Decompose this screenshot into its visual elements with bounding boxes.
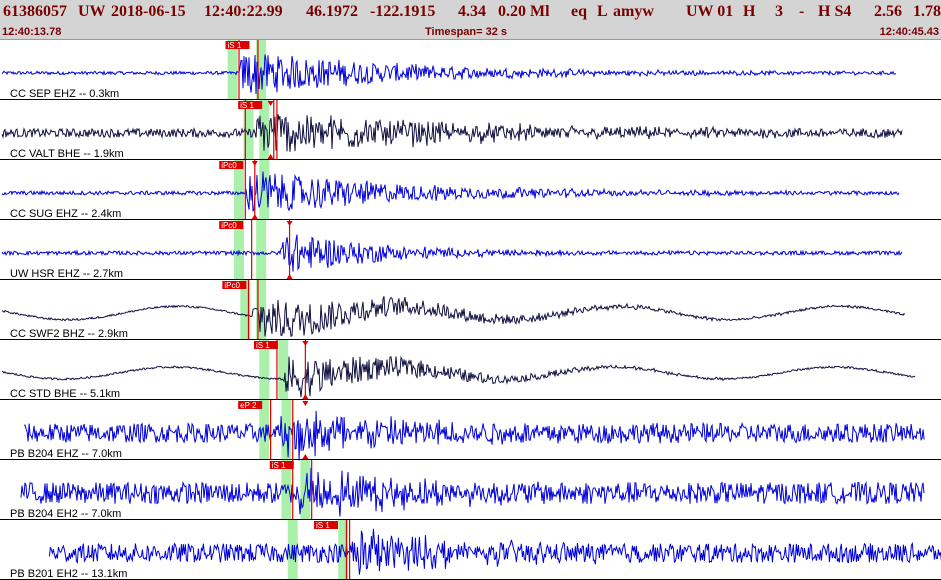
station-label: PB B204 EH2 -- 7.0km [10, 508, 121, 520]
trace-panel[interactable]: iPc0 CC SUG EHZ -- 2.4km [0, 160, 941, 220]
station-label: CC STD BHE -- 5.1km [10, 388, 120, 400]
station-label: CC VALT BHE -- 1.9km [10, 148, 124, 160]
pick-window-band [234, 160, 244, 220]
pick-marker-icon[interactable] [302, 341, 309, 346]
trace-panel[interactable]: iS 1 CC SEP EHZ -- 0.3km [0, 40, 941, 100]
pick-tag[interactable] [238, 401, 263, 409]
station-label: CC SUG EHZ -- 2.4km [10, 208, 121, 220]
pick-window-band [259, 400, 270, 460]
station-label: PB B204 EHZ -- 7.0km [10, 448, 122, 460]
pick-phase-label: iS 1 [228, 41, 242, 50]
end-time: 12:40:45.43 [879, 26, 939, 38]
pick-phase-label: iS 1 [272, 461, 286, 470]
pick-phase-label: iPc0 [221, 161, 237, 170]
pick-window-band [256, 220, 267, 280]
event-depth: 4.34 [458, 3, 486, 20]
event-latitude: 46.1972 [306, 3, 358, 20]
pick-phase-label: iPc0 [221, 221, 237, 230]
pick-marker-icon[interactable] [251, 161, 258, 166]
station-label: CC SEP EHZ -- 0.3km [10, 88, 119, 100]
pick-phase-label: eP 2 [240, 401, 257, 410]
event-summary-line: 61386057 UW 2018-06-15 12:40:22.99 46.19… [3, 3, 941, 25]
origin-time: 12:40:22.99 [204, 3, 283, 20]
timespan-label: Timespan= 32 s [425, 26, 508, 38]
pick-marker-icon[interactable] [251, 214, 258, 219]
pick-tag[interactable] [225, 41, 250, 49]
event-header: 61386057 UW 2018-06-15 12:40:22.99 46.19… [0, 0, 941, 40]
pick-window-band [259, 340, 270, 400]
trace-panel[interactable]: iPc0 CC SWF2 BHZ -- 2.9km [0, 280, 941, 340]
pick-marker-icon[interactable] [302, 394, 309, 399]
pick-window-band [227, 40, 238, 100]
waveform-trace [24, 410, 925, 461]
waveform-trace [48, 528, 941, 575]
pick-tag[interactable] [253, 341, 278, 349]
pick-tag[interactable] [222, 281, 247, 289]
event-author: amyw [613, 3, 654, 20]
value-b: 1.78 [913, 3, 941, 20]
pick-tag[interactable] [269, 461, 294, 469]
pick-window-band [259, 100, 270, 160]
trace-panel[interactable]: iS 1 CC VALT BHE -- 1.9km [0, 100, 941, 160]
event-longitude: -122.1915 [370, 3, 436, 20]
waveform-trace [1, 234, 903, 272]
trace-panel[interactable]: iPc0 UW HSR EHZ -- 2.7km [0, 220, 941, 280]
location-flag: L [597, 3, 608, 20]
waveform-trace [1, 296, 906, 337]
field-3: 3 [775, 3, 783, 20]
trace-panel[interactable]: iS 1 CC STD BHE -- 5.1km [0, 340, 941, 400]
waveform-trace [1, 114, 903, 152]
pick-marker-icon[interactable] [267, 154, 274, 159]
station-label: UW HSR EHZ -- 2.7km [10, 268, 123, 280]
pick-marker-icon[interactable] [302, 401, 309, 406]
event-id: 61386057 [3, 3, 67, 20]
waveform-trace [1, 171, 900, 212]
waveform-trace [1, 355, 916, 398]
pick-marker-icon[interactable] [286, 221, 293, 226]
waveform-trace [20, 467, 925, 517]
event-network: UW [78, 3, 106, 20]
pick-marker-icon[interactable] [302, 454, 309, 459]
event-source: UW 01 [686, 3, 734, 20]
field-hs: H S4 [818, 3, 852, 20]
trace-panel[interactable]: iS 1 PB B201 EH2 -- 13.1km [0, 520, 941, 580]
pick-phase-label: iPc0 [224, 281, 240, 290]
pick-marker-icon[interactable] [267, 101, 274, 106]
pick-marker-icon[interactable] [286, 274, 293, 279]
event-quality: H [743, 3, 756, 20]
pick-window-band [281, 400, 292, 460]
field-dash: - [799, 3, 805, 20]
pick-window-band [278, 340, 289, 400]
start-time: 12:40:13.78 [2, 26, 62, 38]
seismogram-panel[interactable]: iS 1 CC SEP EHZ -- 0.3km iS 1 CC VALT BHE -… [0, 40, 941, 580]
event-magnitude: 0.20 Ml [498, 3, 550, 20]
pick-phase-label: iS 1 [316, 521, 330, 530]
pick-phase-label: iS 1 [240, 101, 254, 110]
station-label: CC SWF2 BHZ -- 2.9km [10, 328, 128, 340]
trace-panel[interactable]: iS 1 PB B204 EH2 -- 7.0km [0, 460, 941, 520]
value-a: 2.56 [874, 3, 902, 20]
pick-tag[interactable] [238, 101, 263, 109]
pick-tag[interactable] [219, 161, 244, 169]
station-label: PB B201 EH2 -- 13.1km [10, 568, 127, 580]
pick-phase-label: iS 1 [256, 341, 270, 350]
waveform-trace [1, 54, 897, 94]
pick-tag[interactable] [219, 221, 244, 229]
pick-tag[interactable] [314, 521, 338, 529]
event-type: eq [571, 3, 587, 20]
trace-panel[interactable]: eP 2 PB B204 EHZ -- 7.0km [0, 400, 941, 461]
event-date: 2018-06-15 [111, 3, 186, 20]
pick-window-band [240, 280, 251, 340]
